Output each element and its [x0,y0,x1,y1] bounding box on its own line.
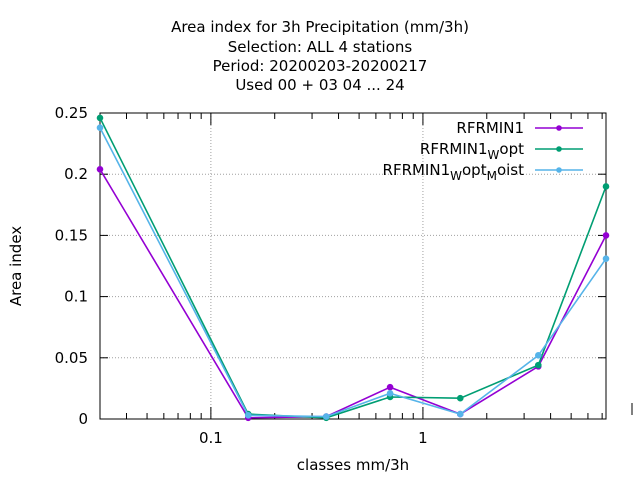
x-axis-label: classes mm/3h [297,456,409,474]
data-point [602,183,610,190]
data-point [456,394,464,402]
series-line-2 [99,117,607,419]
data-point [96,166,104,173]
data-point [602,232,610,239]
plot-frame [99,112,607,420]
data-point [386,383,394,391]
y-tick-label: 0.15 [55,226,88,244]
data-point [386,389,394,397]
data-point [244,412,252,419]
data-point [602,255,610,262]
chart-title-line-1: Area index for 3h Precipitation (mm/3h) [171,18,469,36]
x-tick-label: 0.1 [199,429,223,447]
series-line-3 [99,127,607,418]
legend-marker-1 [556,125,562,131]
data-point [322,413,330,420]
y-tick-label: 0.2 [64,165,88,183]
y-tick-label: 0.1 [64,288,88,306]
data-point [456,410,464,418]
x-tick-label: 1 [418,429,428,447]
data-point [535,361,542,369]
legend-label-1: RFRMIN1 [456,119,524,137]
y-axis-label: Area index [7,226,25,306]
data-point [535,352,542,359]
legend-marker-3 [556,167,562,173]
chart-title-line-4: Used 00 + 03 04 ... 24 [235,76,405,94]
y-tick-label: 0 [78,410,88,428]
data-point [96,124,104,131]
chart-title-line-3: Period: 20200203-20200217 [212,57,428,75]
legend-label-2: RFRMIN1Wopt [420,140,524,162]
legend-label-3: RFRMIN1WoptMoist [383,161,525,183]
data-point [96,114,104,122]
legend-marker-2 [556,146,562,152]
y-tick-label: 0.05 [55,349,88,367]
series-line-1 [99,168,607,419]
y-tick-label: 0.25 [55,104,88,122]
chart-title-line-2: Selection: ALL 4 stations [227,38,413,56]
